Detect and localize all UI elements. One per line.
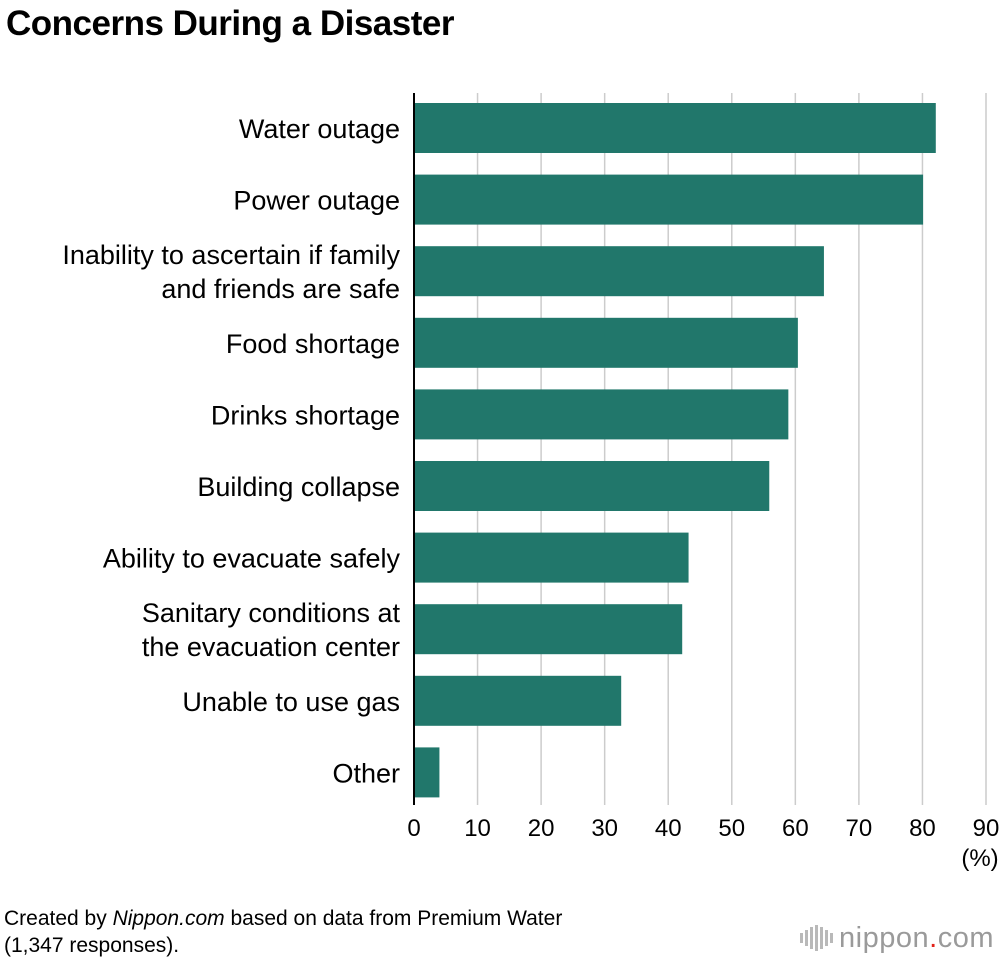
source-suffix: based on data from Premium Water [224,907,563,930]
category-label-line: Water outage [239,114,400,144]
x-tick-label: 70 [846,815,873,842]
bar [415,675,622,726]
x-tick-label: 10 [464,815,491,842]
bar [415,604,683,655]
source-note: Created by Nippon.com based on data from… [4,905,562,959]
bar [415,246,824,297]
bar-chart: Water outage Power outage Inability to asc… [62,93,999,872]
category-label-line: Building collapse [197,472,400,502]
category-label: Other [332,758,400,788]
category-labels: Water outage Power outage Inability to asc… [62,114,400,788]
logo-dot: . [929,921,938,954]
category-label: Inability to ascertain if family and frie… [62,240,400,304]
bar [415,389,789,440]
bar [415,461,770,511]
bars [415,103,936,798]
category-label-line: and friends are safe [161,274,400,304]
category-label-line: Unable to use gas [182,687,400,717]
nippon-logo[interactable]: nippon.com [800,922,994,954]
bar [415,317,798,368]
category-label-line: Other [332,758,400,788]
response-count: (1,347 responses). [4,934,180,957]
category-label: Sanitary conditions at the evacuation cen… [142,598,401,662]
x-tick-label: 60 [782,815,809,842]
category-label-line: Sanitary conditions at [142,598,401,628]
x-tick-label: 20 [528,815,555,842]
bar [415,747,440,798]
category-label: Building collapse [197,472,400,502]
x-tick-label: 80 [909,815,936,842]
x-tick-label: 0 [407,815,420,842]
x-tick-label: 40 [655,815,682,842]
category-label-line: the evacuation center [142,632,400,662]
category-label: Unable to use gas [182,687,400,717]
x-axis-unit: (%) [961,845,998,872]
chart-title: Concerns During a Disaster [6,4,454,43]
bar [415,174,924,225]
category-label-line: Inability to ascertain if family [62,240,400,270]
logo-wordmark: nippon.com [839,922,994,955]
logo-text: nippon [839,921,930,954]
category-label-line: Power outage [233,186,400,216]
category-label-line: Food shortage [226,329,400,359]
bar [415,103,936,153]
category-label: Ability to evacuate safely [103,544,401,574]
bar [415,532,689,583]
category-label: Food shortage [226,329,400,359]
x-tick-labels: 0 10 20 30 40 50 60 70 80 90 [407,815,999,842]
x-tick-label: 50 [718,815,745,842]
source-prefix: Created by [4,907,113,930]
category-label: Water outage [239,114,400,144]
logo-tld: com [937,921,994,954]
x-tick-label: 30 [591,815,618,842]
category-label-line: Drinks shortage [211,400,400,430]
category-label: Drinks shortage [211,400,400,430]
category-label: Power outage [233,186,400,216]
x-tick-label: 90 [973,815,1000,842]
category-label-line: Ability to evacuate safely [103,544,401,574]
source-site: Nippon.com [112,907,225,930]
nippon-logo-bars-icon [800,925,834,951]
